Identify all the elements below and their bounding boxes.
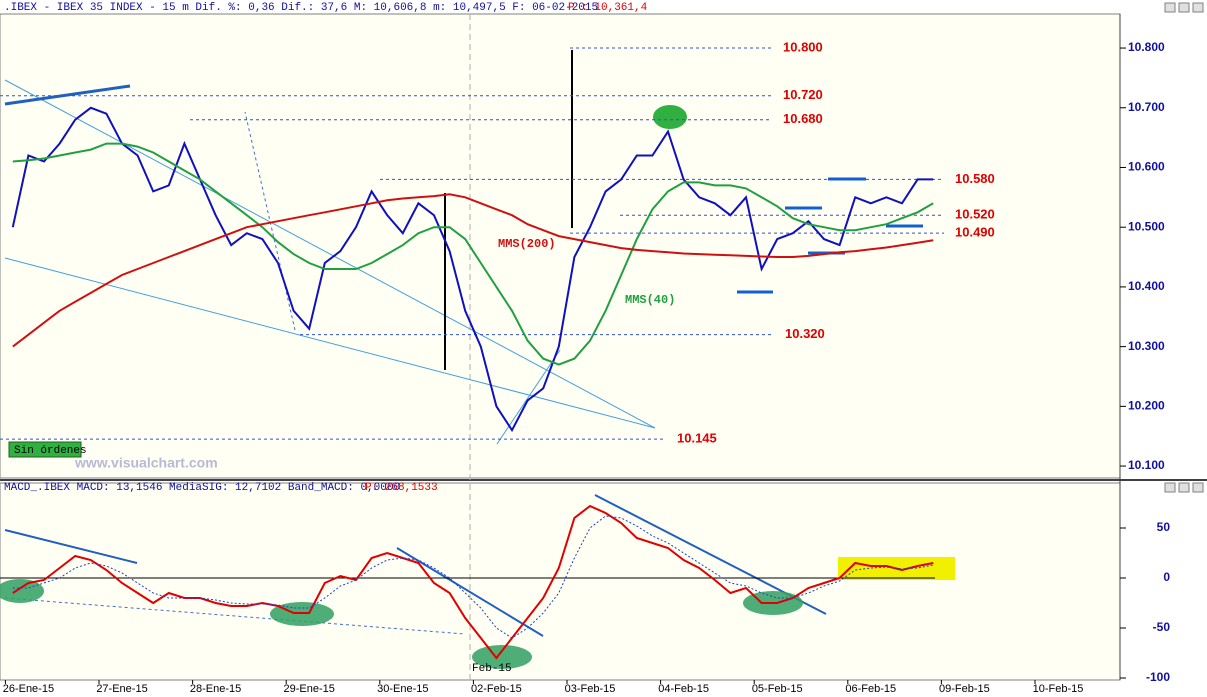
button[interactable] bbox=[1192, 482, 1204, 493]
button[interactable] bbox=[1164, 482, 1176, 493]
level-label: 10.520 bbox=[955, 207, 995, 222]
x-tick-label: 29-Ene-15 bbox=[284, 683, 335, 695]
series-line bbox=[12, 142, 934, 366]
highlight bbox=[653, 105, 687, 129]
series-line bbox=[12, 504, 934, 660]
trend-line bbox=[244, 111, 296, 331]
chart-subtitle: P : 10,361,4 bbox=[568, 2, 648, 14]
y-tick-label: 50 bbox=[1157, 520, 1171, 534]
y-tick-label: 10.100 bbox=[1128, 458, 1165, 472]
series-label: MMS(200) bbox=[498, 237, 556, 251]
level-label: 10.320 bbox=[785, 326, 825, 341]
x-tick-label: 03-Feb-15 bbox=[565, 683, 616, 695]
trend-line bbox=[396, 547, 544, 637]
y-tick-label: 0 bbox=[1163, 570, 1170, 584]
button[interactable] bbox=[1178, 482, 1190, 493]
drawings bbox=[0, 50, 955, 669]
series-line bbox=[11, 106, 934, 433]
chart-subtitle: P: 268,1533 bbox=[365, 482, 438, 494]
y-tick-label: 10.300 bbox=[1128, 339, 1165, 353]
level-label: 10.680 bbox=[783, 111, 823, 126]
x-tick-label: 28-Ene-15 bbox=[190, 683, 241, 695]
watermark: www.visualchart.com bbox=[74, 455, 218, 471]
y-tick-label: 10.600 bbox=[1128, 160, 1165, 174]
trend-line bbox=[4, 257, 656, 429]
trend-line bbox=[4, 597, 466, 635]
trend-line bbox=[4, 529, 138, 564]
highlight bbox=[472, 645, 532, 669]
y-tick-label: 10.400 bbox=[1128, 279, 1165, 293]
y-tick-label: -50 bbox=[1153, 620, 1171, 634]
button[interactable] bbox=[1164, 2, 1176, 13]
macd-panel bbox=[0, 482, 1121, 681]
level-label: 10.490 bbox=[955, 225, 995, 240]
annotation: Feb-15 bbox=[472, 663, 512, 675]
y-tick-label: 10.200 bbox=[1128, 399, 1165, 413]
trend-line bbox=[496, 349, 561, 445]
y-tick-label: 10.800 bbox=[1128, 40, 1165, 54]
x-tick-label: 05-Feb-15 bbox=[752, 683, 803, 695]
x-tick-label: 06-Feb-15 bbox=[845, 683, 896, 695]
series-line bbox=[12, 193, 934, 348]
level-label: 10.800 bbox=[783, 39, 823, 54]
level-label: 10.720 bbox=[783, 87, 823, 102]
x-tick-label: 27-Ene-15 bbox=[96, 683, 147, 695]
button[interactable] bbox=[8, 441, 82, 458]
x-tick-label: 04-Feb-15 bbox=[658, 683, 709, 695]
x-tick-label: 10-Feb-15 bbox=[1033, 683, 1084, 695]
x-tick-label: 09-Feb-15 bbox=[939, 683, 990, 695]
window-buttons bbox=[1164, 2, 1204, 493]
y-tick-label: 10.500 bbox=[1128, 219, 1165, 233]
button[interactable] bbox=[1192, 2, 1204, 13]
x-tick-label: 30-Ene-15 bbox=[377, 683, 428, 695]
button[interactable] bbox=[1178, 2, 1190, 13]
chart-title: MACD_.IBEX MACD: 13,1546 MediaSIG: 12,71… bbox=[4, 482, 400, 494]
button-label[interactable]: Sin órdenes bbox=[14, 445, 87, 457]
trend-line bbox=[4, 84, 131, 106]
chart-title: .IBEX - IBEX 35 INDEX - 15 m Dif. %: 0,3… bbox=[4, 2, 598, 14]
plot: 10.100 10.200 10.300 10.400 10.500 10.600 10.7… bbox=[0, 39, 1171, 695]
level-label: 10.145 bbox=[677, 431, 717, 446]
y-tick-label: 10.700 bbox=[1128, 100, 1165, 114]
y-tick-label: -100 bbox=[1146, 670, 1170, 684]
x-tick-label: 26-Ene-15 bbox=[3, 683, 54, 695]
series-label: MMS(40) bbox=[625, 293, 675, 307]
x-tick-label: 02-Feb-15 bbox=[471, 683, 522, 695]
highlight bbox=[0, 579, 44, 603]
level-label: 10.580 bbox=[955, 171, 995, 186]
price-panel bbox=[0, 13, 1121, 479]
